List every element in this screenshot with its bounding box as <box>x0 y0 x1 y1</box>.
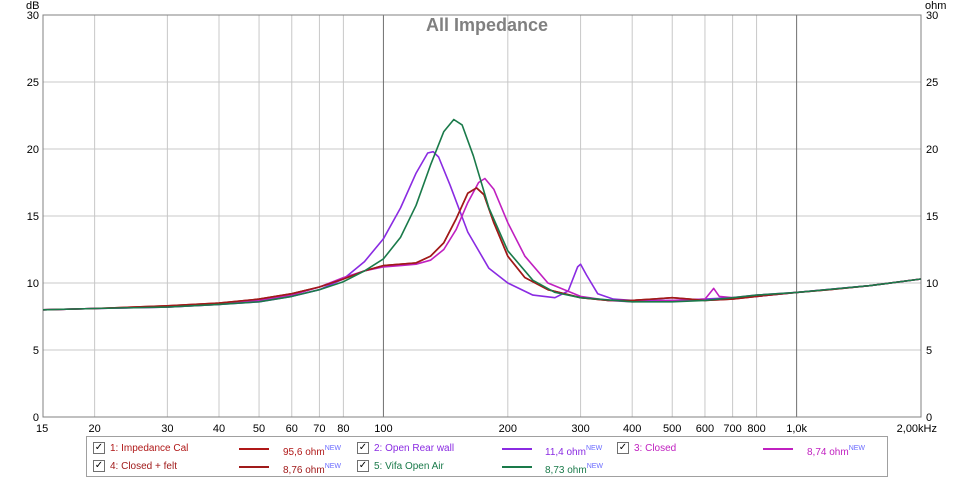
x-tick-label: 60 <box>286 423 298 435</box>
x-tick-label: 100 <box>374 423 392 435</box>
y-tick-label-left: 10 <box>27 278 39 290</box>
y-tick-label-left: 15 <box>27 211 39 223</box>
plot-frame <box>42 14 922 418</box>
x-tick-label: 2,00kHz <box>897 423 937 435</box>
legend-swatch-4 <box>239 466 269 468</box>
y-tick-label-left: 25 <box>27 77 39 89</box>
x-tick-label: 20 <box>88 423 100 435</box>
x-tick-label: 40 <box>213 423 225 435</box>
legend-checkbox-5[interactable]: ✓ <box>357 460 369 472</box>
y-tick-label-left: 30 <box>27 10 39 22</box>
legend-value-2: 11,4 ohmNEW <box>545 445 603 458</box>
x-tick-label: 500 <box>663 423 681 435</box>
legend-swatch-1 <box>239 448 269 450</box>
legend-swatch-3 <box>763 448 793 450</box>
legend-value-1: 95,6 ohmNEW <box>283 445 342 458</box>
axes: 0 0 5 5 10 10 15 15 20 20 25 25 30 30 15 20 30 40 50 60 70 80… <box>27 10 939 435</box>
x-tick-label: 600 <box>696 423 714 435</box>
y-tick-label-left: 20 <box>27 144 39 156</box>
legend-checkbox-2[interactable]: ✓ <box>357 442 369 454</box>
y-tick-label-left: 0 <box>33 412 39 424</box>
x-tick-label: 1,0k <box>786 423 807 435</box>
legend-label-2: 2: Open Rear wall <box>374 443 455 454</box>
series-lines <box>42 118 922 311</box>
y-tick-label-right: 20 <box>926 144 938 156</box>
legend-item-2[interactable]: ✓ 2: Open Rear wall 11,4 ohmNEW <box>357 440 615 458</box>
legend-value-4: 8,76 ohmNEW <box>283 463 342 476</box>
x-tick-label: 15 <box>36 423 48 435</box>
y-axis-unit-left: dB <box>26 0 39 12</box>
y-tick-label-right: 5 <box>926 345 932 357</box>
legend-value-5: 8,73 ohmNEW <box>545 463 604 476</box>
x-tick-label: 400 <box>623 423 641 435</box>
legend-item-4[interactable]: ✓ 4: Closed + felt 8,76 ohmNEW <box>93 458 351 476</box>
legend-checkbox-4[interactable]: ✓ <box>93 460 105 472</box>
legend-item-1[interactable]: ✓ 1: Impedance Cal 95,6 ohmNEW <box>93 440 351 458</box>
x-tick-label: 50 <box>253 423 265 435</box>
y-tick-label-left: 5 <box>33 345 39 357</box>
legend: ✓ 1: Impedance Cal 95,6 ohmNEW ✓ 2: Open… <box>86 436 888 477</box>
x-tick-label: 200 <box>499 423 517 435</box>
x-tick-label: 30 <box>161 423 173 435</box>
series-line-5 <box>42 118 922 311</box>
y-tick-label-right: 10 <box>926 278 938 290</box>
x-tick-label: 800 <box>747 423 765 435</box>
legend-label-5: 5: Vifa Open Air <box>374 461 444 472</box>
legend-swatch-2 <box>502 448 532 450</box>
y-tick-label-right: 30 <box>926 10 938 22</box>
y-tick-label-right: 25 <box>926 77 938 89</box>
legend-item-5[interactable]: ✓ 5: Vifa Open Air 8,73 ohmNEW <box>357 458 615 476</box>
legend-label-3: 3: Closed <box>634 443 677 454</box>
chart-title: All Impedance <box>426 15 548 35</box>
legend-checkbox-1[interactable]: ✓ <box>93 442 105 454</box>
legend-item-3[interactable]: ✓ 3: Closed 8,74 ohmNEW <box>617 440 879 458</box>
legend-swatch-5 <box>502 466 532 468</box>
y-tick-label-right: 0 <box>926 412 932 424</box>
x-tick-label: 70 <box>313 423 325 435</box>
legend-label-4: 4: Closed + felt <box>110 461 177 472</box>
y-tick-label-right: 15 <box>926 211 938 223</box>
x-tick-label: 80 <box>337 423 349 435</box>
y-axis-unit-right: ohm <box>925 0 946 12</box>
legend-label-1: 1: Impedance Cal <box>110 443 189 454</box>
x-tick-label: 700 <box>723 423 741 435</box>
x-tick-label: 300 <box>571 423 589 435</box>
legend-value-3: 8,74 ohmNEW <box>807 445 866 458</box>
grid <box>42 14 922 418</box>
legend-checkbox-3[interactable]: ✓ <box>617 442 629 454</box>
